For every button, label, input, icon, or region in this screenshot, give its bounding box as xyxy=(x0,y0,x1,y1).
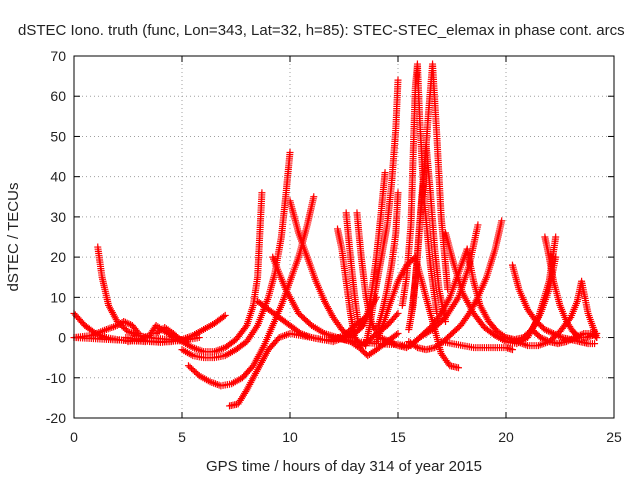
data-point xyxy=(571,334,579,342)
y-tick-label: 50 xyxy=(50,128,66,144)
data-point xyxy=(537,334,545,342)
data-point xyxy=(566,336,574,344)
y-tick-label: -10 xyxy=(46,370,66,386)
ticks: -20 -10 0 10 20 30 40 50 60 70 0 5 10 15 20 25 xyxy=(46,48,622,445)
plot-area xyxy=(70,60,601,410)
data-point xyxy=(508,346,516,354)
data-point xyxy=(394,189,402,197)
data-point xyxy=(541,326,549,334)
data-point xyxy=(498,217,506,225)
y-tick-label: 20 xyxy=(50,249,66,265)
data-point xyxy=(569,334,577,342)
data-point xyxy=(220,313,228,321)
data-point xyxy=(242,323,250,331)
data-point xyxy=(378,334,386,342)
data-point xyxy=(394,330,402,338)
data-point xyxy=(121,318,129,326)
data-point xyxy=(392,341,400,349)
y-tick-label: 60 xyxy=(50,88,66,104)
data-point xyxy=(385,338,393,346)
y-axis-label: dSTEC / TECUs xyxy=(5,183,22,292)
data-point xyxy=(548,329,556,337)
plot-frame xyxy=(73,55,615,419)
y-tick-label: 40 xyxy=(50,169,66,185)
x-tick-label: 10 xyxy=(282,429,298,445)
chart-title: dSTEC Iono. truth (func, Lon=343, Lat=32… xyxy=(18,22,625,39)
data-point xyxy=(393,311,401,319)
data-point xyxy=(384,337,392,345)
y-tick-label: 0 xyxy=(58,330,66,346)
data-point xyxy=(125,320,133,328)
data-point xyxy=(542,336,550,344)
data-point xyxy=(382,336,390,344)
data-point xyxy=(543,326,551,334)
data-point xyxy=(474,221,482,229)
data-point xyxy=(286,149,294,157)
x-tick-label: 20 xyxy=(498,429,514,445)
data-point xyxy=(394,309,402,317)
data-point xyxy=(562,338,570,346)
data-point xyxy=(573,333,581,341)
data-point xyxy=(464,311,472,319)
data-point xyxy=(538,334,546,342)
data-point xyxy=(591,332,599,340)
data-point xyxy=(391,340,399,348)
data-point xyxy=(500,332,508,340)
x-tick-label: 5 xyxy=(178,429,186,445)
data-point xyxy=(591,340,599,348)
series xyxy=(362,76,402,350)
series xyxy=(122,311,229,346)
data-point xyxy=(564,337,572,345)
data-point xyxy=(221,311,229,319)
series xyxy=(334,225,402,350)
x-tick-label: 15 xyxy=(390,429,406,445)
y-tick-label: -20 xyxy=(46,410,66,426)
data-point xyxy=(381,169,389,177)
data-point xyxy=(552,233,560,241)
data-point xyxy=(436,311,444,319)
series xyxy=(152,189,266,356)
x-tick-label: 25 xyxy=(606,429,622,445)
data-point xyxy=(543,337,551,345)
data-point xyxy=(593,334,601,342)
series xyxy=(437,338,516,354)
data-point xyxy=(394,76,402,84)
y-tick-label: 30 xyxy=(50,209,66,225)
data-point xyxy=(258,189,266,197)
y-tick-label: 10 xyxy=(50,289,66,305)
y-tick-label: 70 xyxy=(50,48,66,64)
series xyxy=(405,140,450,334)
series xyxy=(353,189,402,334)
data-point xyxy=(566,315,574,323)
data-point xyxy=(546,328,554,336)
data-point xyxy=(123,319,131,327)
series xyxy=(528,326,601,348)
series xyxy=(178,149,294,362)
data-point xyxy=(540,335,548,343)
data-point xyxy=(576,331,584,339)
x-tick-label: 0 xyxy=(70,429,78,445)
data-point xyxy=(568,335,576,343)
data-point xyxy=(578,330,586,338)
data-point xyxy=(389,339,397,347)
data-point xyxy=(380,335,388,343)
data-point xyxy=(387,338,395,346)
data-point xyxy=(575,332,583,340)
data-point xyxy=(552,253,560,261)
x-axis-label: GPS time / hours of day 314 of year 2015 xyxy=(206,458,482,475)
grid xyxy=(73,55,615,419)
data-point xyxy=(195,334,203,342)
data-point xyxy=(544,327,552,335)
data-point xyxy=(377,334,385,342)
data-point xyxy=(412,342,420,350)
data-point xyxy=(454,364,462,372)
data-point xyxy=(392,331,400,339)
data-point xyxy=(310,193,318,201)
